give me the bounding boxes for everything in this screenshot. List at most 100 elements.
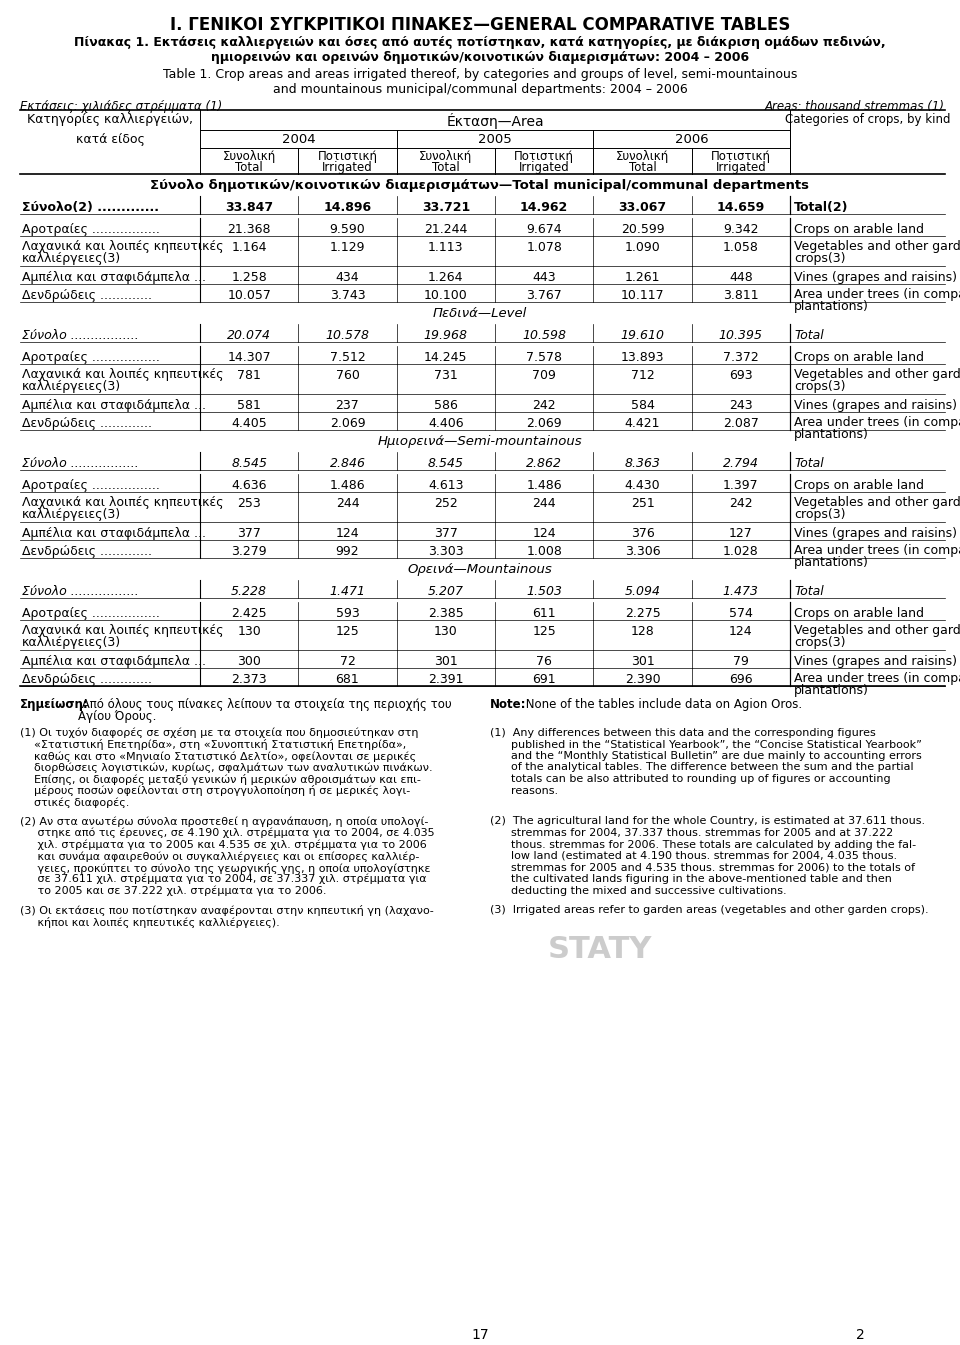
Text: 1.078: 1.078 bbox=[526, 241, 563, 254]
Text: 4.613: 4.613 bbox=[428, 479, 464, 492]
Text: 128: 128 bbox=[631, 625, 655, 638]
Text: Irrigated: Irrigated bbox=[323, 161, 372, 174]
Text: 251: 251 bbox=[631, 498, 655, 510]
Text: 2.385: 2.385 bbox=[428, 607, 464, 620]
Text: καλλιέργειες(3): καλλιέργειες(3) bbox=[22, 636, 121, 650]
Text: 1.503: 1.503 bbox=[526, 585, 563, 599]
Text: (2)  The agricultural land for the whole Country, is estimated at 37.611 thous.: (2) The agricultural land for the whole … bbox=[490, 816, 925, 826]
Text: Λαχανικά και λοιπές κηπευτικές: Λαχανικά και λοιπές κηπευτικές bbox=[22, 369, 224, 381]
Text: (2) Αν στα ανωτέρω σύνολα προστεθεί η αγρανάπαυση, η οποία υπολογί-: (2) Αν στα ανωτέρω σύνολα προστεθεί η αγ… bbox=[20, 816, 428, 827]
Text: 79: 79 bbox=[732, 655, 749, 668]
Text: 581: 581 bbox=[237, 399, 261, 412]
Text: και συνάμα αφαιρεθούν οι συγκαλλιέργειες και οι επίσορες καλλιέρ-: και συνάμα αφαιρεθούν οι συγκαλλιέργειες… bbox=[20, 851, 420, 862]
Text: Vegetables and other garden: Vegetables and other garden bbox=[794, 496, 960, 508]
Text: 8.545: 8.545 bbox=[231, 457, 267, 469]
Text: Ημιορεινά—Semi-mountainous: Ημιορεινά—Semi-mountainous bbox=[377, 434, 583, 448]
Text: 2005: 2005 bbox=[478, 133, 512, 147]
Text: 33.721: 33.721 bbox=[421, 200, 470, 214]
Text: Total: Total bbox=[794, 457, 824, 469]
Text: Table 1. Crop areas and areas irrigated thereof, by categories and groups of lev: Table 1. Crop areas and areas irrigated … bbox=[163, 69, 797, 81]
Text: 2.069: 2.069 bbox=[526, 417, 562, 430]
Text: 3.811: 3.811 bbox=[723, 289, 758, 303]
Text: 19.968: 19.968 bbox=[423, 330, 468, 342]
Text: Λαχανικά και λοιπές κηπευτικές: Λαχανικά και λοιπές κηπευτικές bbox=[22, 239, 224, 253]
Text: 1.397: 1.397 bbox=[723, 479, 758, 492]
Text: Crops on arable land: Crops on arable land bbox=[794, 479, 924, 492]
Text: 731: 731 bbox=[434, 369, 458, 382]
Text: Σύνολο .................: Σύνολο ................. bbox=[22, 585, 139, 599]
Text: stremmas for 2005 and 4.535 thous. stremmas for 2006) to the totals of: stremmas for 2005 and 4.535 thous. strem… bbox=[490, 862, 915, 873]
Text: 1.090: 1.090 bbox=[625, 241, 660, 254]
Text: 1.258: 1.258 bbox=[231, 270, 267, 284]
Text: Areas: thousand stremmas (1): Areas: thousand stremmas (1) bbox=[765, 100, 945, 113]
Text: Area under trees (in compact: Area under trees (in compact bbox=[794, 672, 960, 685]
Text: Area under trees (in compact: Area under trees (in compact bbox=[794, 543, 960, 557]
Text: 1.264: 1.264 bbox=[428, 270, 464, 284]
Text: Συνολική: Συνολική bbox=[616, 151, 669, 163]
Text: 7.372: 7.372 bbox=[723, 351, 758, 364]
Text: 2006: 2006 bbox=[675, 133, 708, 147]
Text: 584: 584 bbox=[631, 399, 655, 412]
Text: 2.275: 2.275 bbox=[625, 607, 660, 620]
Text: and mountainous municipal/communal departments: 2004 – 2006: and mountainous municipal/communal depar… bbox=[273, 83, 687, 95]
Text: 242: 242 bbox=[729, 498, 753, 510]
Text: 10.100: 10.100 bbox=[424, 289, 468, 303]
Text: 10.057: 10.057 bbox=[228, 289, 271, 303]
Text: 72: 72 bbox=[340, 655, 355, 668]
Text: 9.590: 9.590 bbox=[329, 223, 366, 235]
Text: 9.342: 9.342 bbox=[723, 223, 758, 235]
Text: 709: 709 bbox=[532, 369, 556, 382]
Text: 2.846: 2.846 bbox=[329, 457, 366, 469]
Text: 1.008: 1.008 bbox=[526, 545, 563, 558]
Text: Λαχανικά και λοιπές κηπευτικές: Λαχανικά και λοιπές κηπευτικές bbox=[22, 496, 224, 508]
Text: 2.391: 2.391 bbox=[428, 672, 464, 686]
Text: 5.207: 5.207 bbox=[428, 585, 464, 599]
Text: Συνολική: Συνολική bbox=[223, 151, 276, 163]
Text: Αροτραίες .................: Αροτραίες ................. bbox=[22, 607, 160, 620]
Text: totals can be also attributed to rounding up of figures or accounting: totals can be also attributed to roundin… bbox=[490, 773, 891, 784]
Text: 10.598: 10.598 bbox=[522, 330, 566, 342]
Text: 14.962: 14.962 bbox=[520, 200, 568, 214]
Text: Κατηγορίες καλλιεργειών,: Κατηγορίες καλλιεργειών, bbox=[27, 113, 193, 126]
Text: 593: 593 bbox=[336, 607, 359, 620]
Text: Total: Total bbox=[629, 161, 657, 174]
Text: Αμπέλια και σταφιδάμπελα ...: Αμπέλια και σταφιδάμπελα ... bbox=[22, 399, 206, 412]
Text: 130: 130 bbox=[434, 625, 458, 638]
Text: reasons.: reasons. bbox=[490, 785, 558, 795]
Text: 13.893: 13.893 bbox=[621, 351, 664, 364]
Text: ημιορεινών και ορεινών δημοτικών/κοινοτικών διαμερισμάτων: 2004 – 2006: ημιορεινών και ορεινών δημοτικών/κοινοτι… bbox=[211, 51, 749, 65]
Text: 377: 377 bbox=[434, 527, 458, 539]
Text: Total: Total bbox=[432, 161, 460, 174]
Text: 2: 2 bbox=[855, 1328, 864, 1342]
Text: 10.578: 10.578 bbox=[325, 330, 370, 342]
Text: Total(2): Total(2) bbox=[794, 200, 849, 214]
Text: 1.486: 1.486 bbox=[526, 479, 562, 492]
Text: καλλιέργειες(3): καλλιέργειες(3) bbox=[22, 508, 121, 521]
Text: 127: 127 bbox=[729, 527, 753, 539]
Text: 2.390: 2.390 bbox=[625, 672, 660, 686]
Text: στικές διαφορές.: στικές διαφορές. bbox=[20, 798, 130, 807]
Text: 9.674: 9.674 bbox=[526, 223, 562, 235]
Text: (3) Οι εκτάσεις που ποτίστηκαν αναφέρονται στην κηπευτική γη (λαχανο-: (3) Οι εκτάσεις που ποτίστηκαν αναφέροντ… bbox=[20, 905, 434, 916]
Text: Crops on arable land: Crops on arable land bbox=[794, 351, 924, 364]
Text: 300: 300 bbox=[237, 655, 261, 668]
Text: το 2005 και σε 37.222 χιλ. στρέμματα για το 2006.: το 2005 και σε 37.222 χιλ. στρέμματα για… bbox=[20, 885, 326, 896]
Text: 693: 693 bbox=[729, 369, 753, 382]
Text: crops(3): crops(3) bbox=[794, 381, 846, 393]
Text: 253: 253 bbox=[237, 498, 261, 510]
Text: 124: 124 bbox=[336, 527, 359, 539]
Text: Vines (grapes and raisins): Vines (grapes and raisins) bbox=[794, 270, 957, 284]
Text: Total: Total bbox=[794, 585, 824, 599]
Text: Area under trees (in compact: Area under trees (in compact bbox=[794, 288, 960, 301]
Text: 2.425: 2.425 bbox=[231, 607, 267, 620]
Text: Δενδρώδεις .............: Δενδρώδεις ............. bbox=[22, 545, 152, 558]
Text: crops(3): crops(3) bbox=[794, 636, 846, 650]
Text: 21.244: 21.244 bbox=[424, 223, 468, 235]
Text: (1) Οι τυχόν διαφορές σε σχέση με τα στοιχεία που δημοσιεύτηκαν στη: (1) Οι τυχόν διαφορές σε σχέση με τα στο… bbox=[20, 728, 419, 738]
Text: καλλιέργειες(3): καλλιέργειες(3) bbox=[22, 252, 121, 265]
Text: 3.279: 3.279 bbox=[231, 545, 267, 558]
Text: Πεδινά—Level: Πεδινά—Level bbox=[433, 307, 527, 320]
Text: 1.058: 1.058 bbox=[723, 241, 758, 254]
Text: low land (estimated at 4.190 thous. stremmas for 2004, 4.035 thous.: low land (estimated at 4.190 thous. stre… bbox=[490, 851, 898, 861]
Text: καθώς και στο «Μηνιαίο Στατιστικό Δελτίο», οφείλονται σε μερικές: καθώς και στο «Μηνιαίο Στατιστικό Δελτίο… bbox=[20, 751, 416, 761]
